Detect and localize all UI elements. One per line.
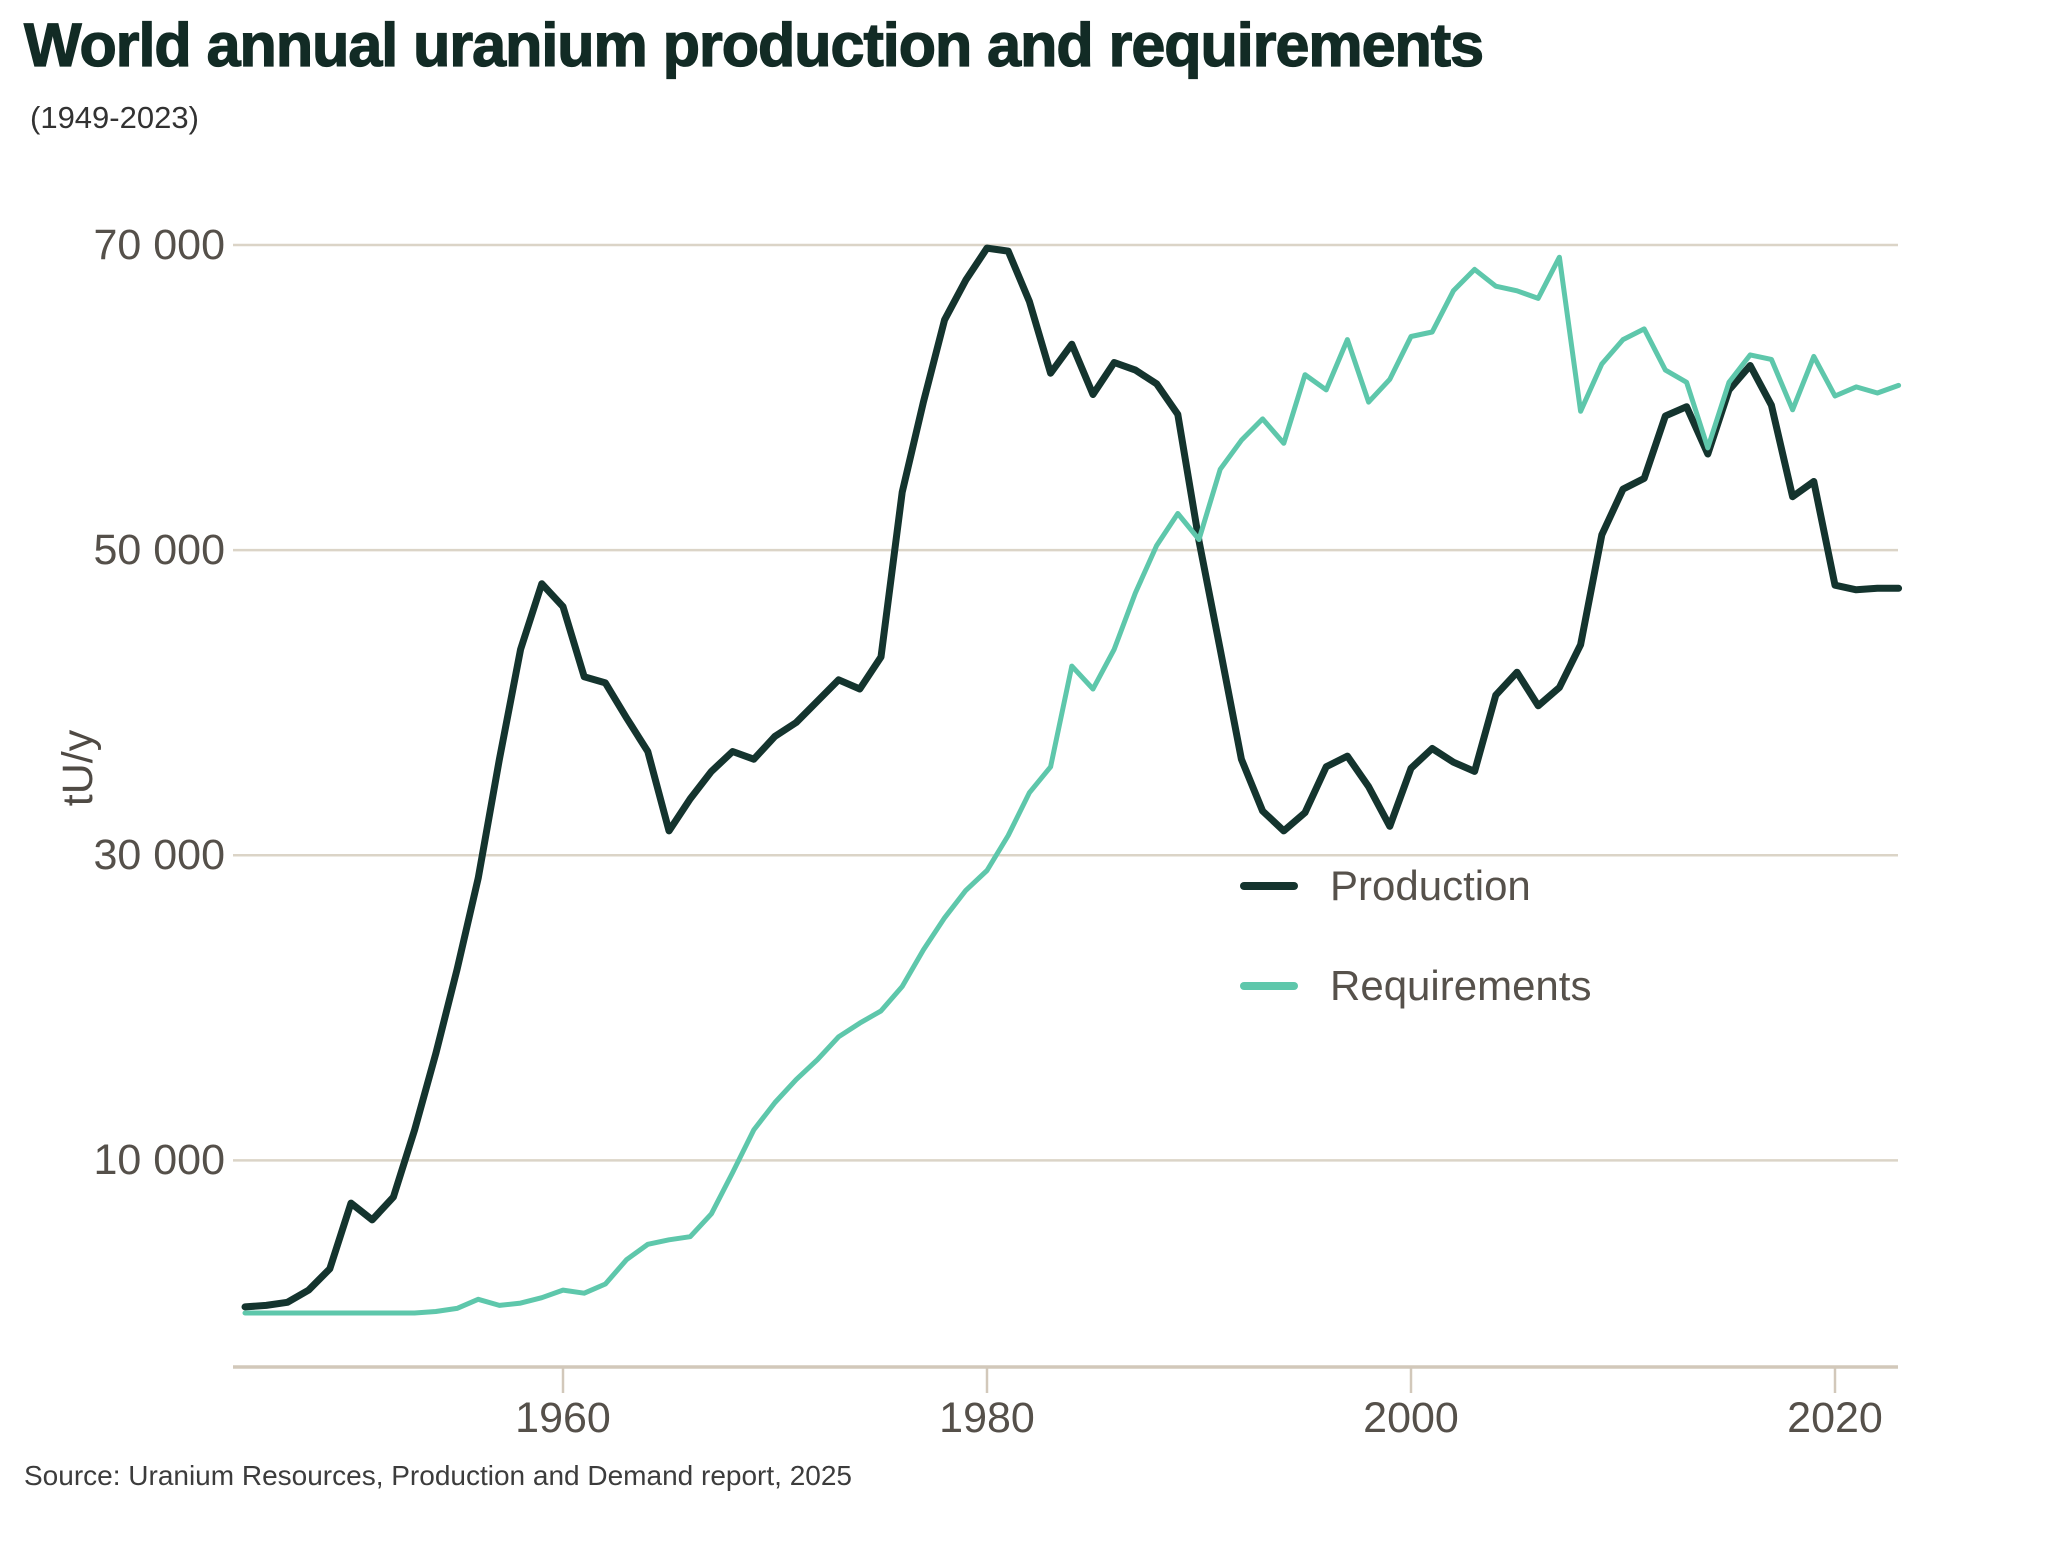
production-line (241, 244, 1903, 1311)
x-tick-label-2000: 2000 (1363, 1394, 1459, 1442)
source-note: Source: Uranium Resources, Production an… (24, 1460, 852, 1491)
x-tick-label-1980: 1980 (939, 1394, 1035, 1442)
y-tick-label-50000: 50 000 (93, 526, 225, 575)
legend-label-production: Production (1330, 862, 1531, 909)
y-tick-label-70000: 70 000 (93, 221, 225, 269)
y-tick-label-10000: 10 000 (93, 1136, 225, 1185)
x-tick-label-2020: 2020 (1787, 1394, 1883, 1442)
page-title: World annual uranium production and requ… (23, 10, 1484, 79)
requirements-line (242, 254, 1902, 1316)
page-subtitle: (1949-2023) (30, 100, 199, 135)
x-tick-label-1960: 1960 (515, 1394, 611, 1442)
legend-item-requirements: Requirements (1240, 962, 1591, 1010)
y-tick-label-30000: 30 000 (93, 831, 225, 880)
legend-item-production: Production (1240, 862, 1591, 910)
chart-legend: Production Requirements (1240, 862, 1591, 1062)
legend-label-requirements: Requirements (1330, 962, 1592, 1009)
production-line-swatch (1240, 882, 1298, 890)
requirements-line-swatch (1240, 982, 1298, 990)
